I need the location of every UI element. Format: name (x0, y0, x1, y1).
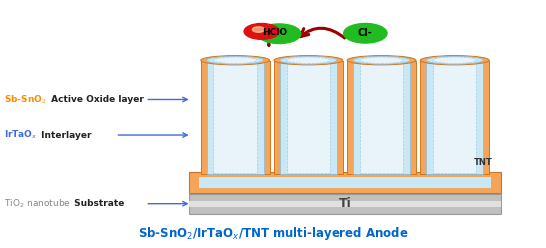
Text: TNT: TNT (474, 157, 493, 166)
FancyBboxPatch shape (347, 62, 416, 174)
Circle shape (244, 24, 279, 39)
Text: Sb-SnO$_2$/IrTaO$_x$/TNT multi-layered Anode: Sb-SnO$_2$/IrTaO$_x$/TNT multi-layered A… (138, 225, 408, 242)
FancyBboxPatch shape (360, 61, 403, 173)
Ellipse shape (347, 56, 416, 65)
FancyArrowPatch shape (300, 28, 345, 38)
Ellipse shape (420, 56, 489, 65)
FancyBboxPatch shape (420, 62, 489, 174)
Text: Ti: Ti (339, 197, 352, 210)
Circle shape (258, 24, 301, 43)
Text: Substrate: Substrate (71, 199, 124, 208)
Text: HClO: HClO (263, 28, 288, 37)
Ellipse shape (274, 56, 343, 65)
FancyBboxPatch shape (199, 177, 491, 188)
Ellipse shape (287, 57, 330, 63)
FancyBboxPatch shape (213, 61, 257, 173)
Text: IrTaO$_x$: IrTaO$_x$ (4, 129, 38, 141)
Ellipse shape (426, 56, 483, 64)
FancyBboxPatch shape (189, 194, 501, 214)
FancyBboxPatch shape (433, 61, 477, 173)
Ellipse shape (433, 57, 477, 63)
Ellipse shape (206, 56, 264, 64)
Ellipse shape (201, 56, 270, 65)
FancyBboxPatch shape (426, 62, 483, 174)
Text: Sb-SnO$_2$: Sb-SnO$_2$ (4, 93, 47, 106)
Ellipse shape (213, 57, 257, 63)
Ellipse shape (353, 56, 410, 64)
FancyBboxPatch shape (353, 62, 410, 174)
Ellipse shape (280, 56, 337, 64)
FancyBboxPatch shape (274, 62, 343, 174)
FancyBboxPatch shape (280, 62, 337, 174)
Circle shape (252, 27, 265, 32)
FancyBboxPatch shape (206, 62, 264, 174)
Circle shape (343, 24, 387, 43)
Text: Interlayer: Interlayer (38, 130, 92, 140)
Text: TiO$_2$ nanotube: TiO$_2$ nanotube (4, 197, 71, 210)
Text: Cl-: Cl- (358, 28, 373, 38)
FancyBboxPatch shape (189, 172, 501, 193)
FancyBboxPatch shape (189, 201, 501, 207)
Text: Active Oxide layer: Active Oxide layer (48, 95, 144, 104)
FancyBboxPatch shape (201, 62, 270, 174)
FancyBboxPatch shape (287, 61, 330, 173)
Ellipse shape (360, 57, 403, 63)
